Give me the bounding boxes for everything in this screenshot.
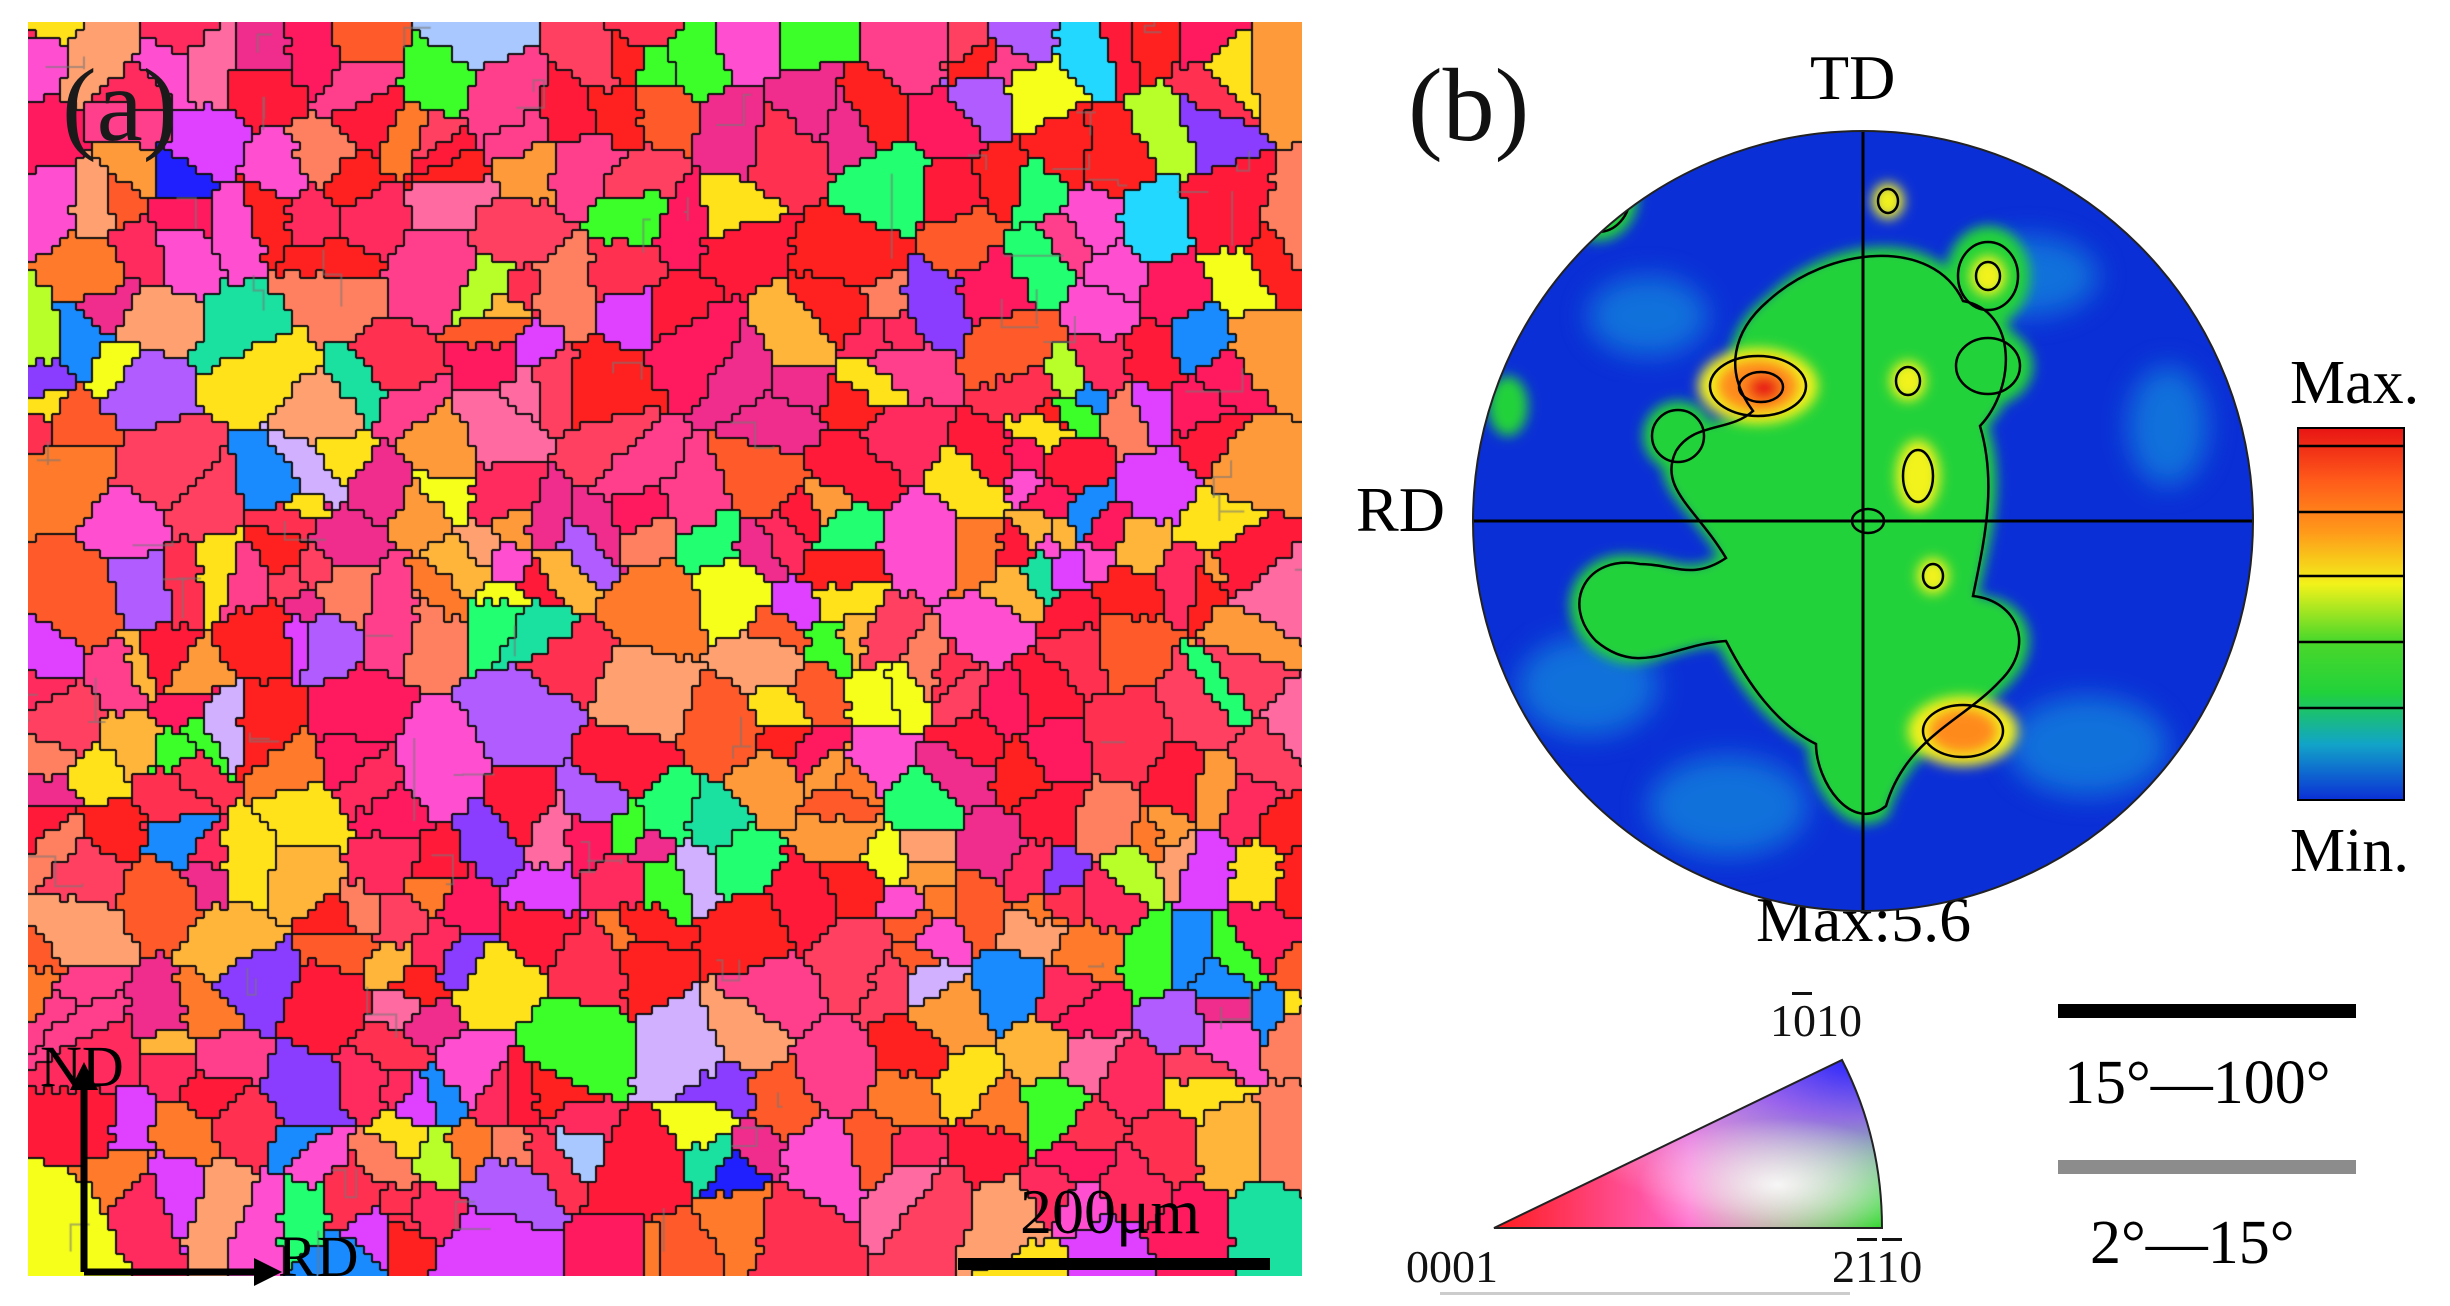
legend-min-label: Min.: [2290, 817, 2409, 885]
grain-map-canvas: [28, 22, 1302, 1276]
ipf-key-baseline: [1440, 1292, 1850, 1295]
low-angle-boundary-line: [2058, 1160, 2356, 1174]
nd-arrow-head: [70, 1062, 98, 1090]
ipf-key-bottom-left-label: 0001: [1406, 1241, 1498, 1292]
pf-outline: [1472, 130, 2254, 912]
intensity-colorbar: [2297, 427, 2405, 801]
panel-b-label: (b): [1408, 48, 1530, 163]
ipf-key-overbar-1: [1857, 1238, 1877, 1241]
high-angle-boundary-label: 15°—100°: [2064, 1049, 2331, 1117]
rd-label-map: RD: [278, 1224, 359, 1289]
pf-maxima: [1718, 360, 1997, 753]
legend-max-label: Max.: [2290, 349, 2420, 417]
ebsd-orientation-map: [28, 22, 1302, 1276]
nd-label: ND: [40, 1034, 124, 1099]
rd-arrow-head: [254, 1258, 282, 1286]
pf-contours: [1564, 158, 2022, 815]
ipf-key-top-label: 1010: [1770, 995, 1862, 1046]
ipf-key-top-overbar: [1792, 992, 1812, 995]
td-label: TD: [1810, 42, 1896, 113]
ipf-color-key: [1493, 1058, 1884, 1229]
high-angle-boundary-line: [2058, 1004, 2356, 1018]
scale-bar: [958, 1258, 1270, 1270]
scale-bar-label: 200μm: [1020, 1176, 1201, 1247]
ipf-key-bottom-right-label: 2110: [1832, 1241, 1923, 1292]
pole-figure: [1472, 130, 2254, 912]
ipf-key-overbar-2: [1882, 1238, 1902, 1241]
rd-label-pf: RD: [1356, 474, 1445, 545]
low-angle-boundary-label: 2°—15°: [2090, 1209, 2295, 1277]
panel-a-label: (a): [62, 48, 178, 163]
sample-axes-arrows: [70, 1062, 282, 1286]
